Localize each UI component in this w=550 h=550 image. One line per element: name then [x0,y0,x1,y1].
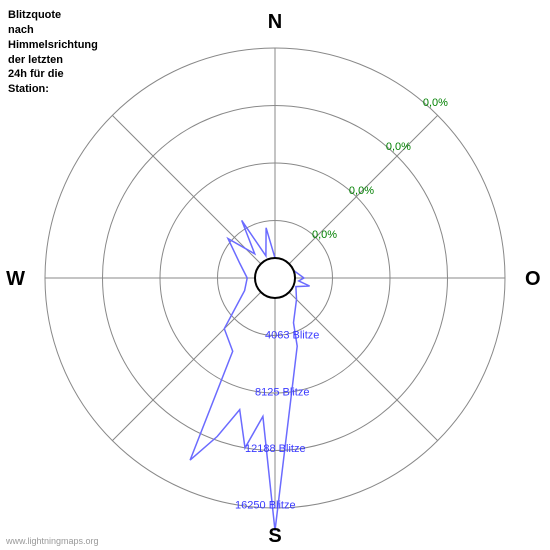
cardinal-n: N [268,11,282,33]
ring-label-blitz: 8125 Blitze [255,386,309,398]
ring-label-blitz: 16250 Blitze [235,500,296,512]
ring-label-percent: 0,0% [312,229,337,241]
polar-chart: 0,0% 0,0% 0,0% 0,0% 4063 Blitze 8125 Blitze 1… [0,0,550,550]
ring-label-percent: 0,0% [423,97,448,109]
cardinal-s: S [268,525,281,547]
ring-label-blitz: 4063 Blitze [265,330,319,342]
cardinal-e: O [525,268,541,290]
center-hole [255,258,295,298]
footer-credit: www.lightningmaps.org [6,536,99,546]
ring-label-blitz: 12188 Blitze [245,443,306,455]
cardinal-w: W [6,268,25,290]
ring-label-percent: 0,0% [386,141,411,153]
ring-label-percent: 0,0% [349,185,374,197]
